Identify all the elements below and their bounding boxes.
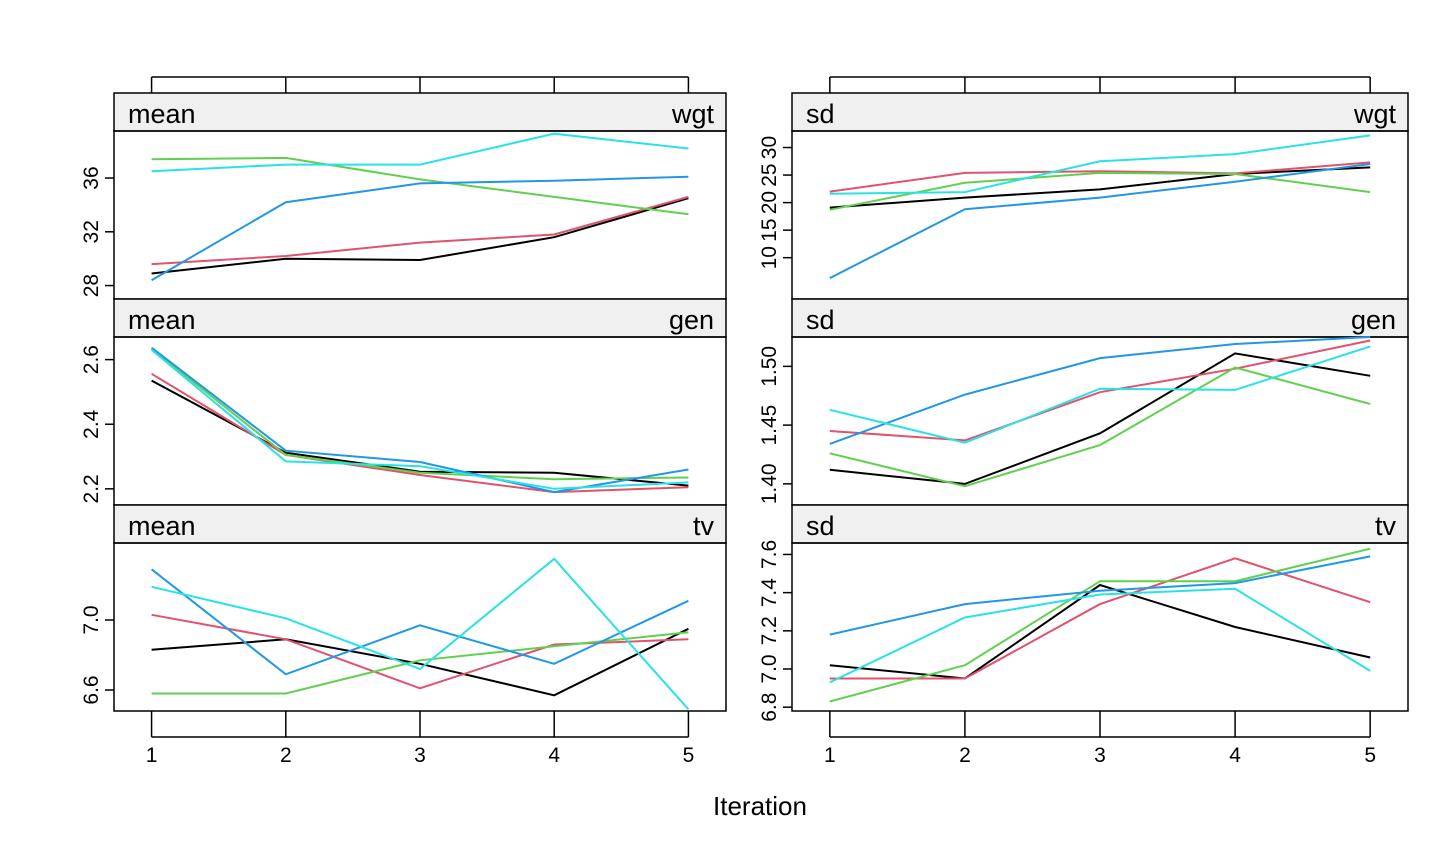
x-tick-label: 2 bbox=[959, 744, 971, 767]
y-tick-label: 1.40 bbox=[758, 463, 781, 504]
x-tick-label: 1 bbox=[824, 744, 836, 767]
y-tick-label: 2.2 bbox=[80, 474, 103, 503]
bottom-axes-group: 1 2 3 4 5 1 2 3 4 5 bbox=[146, 711, 1376, 767]
series-line-5 bbox=[151, 132, 689, 173]
strip-sd-wgt bbox=[791, 92, 1409, 132]
y-tick-label: 7.2 bbox=[758, 616, 781, 645]
series-line-5 bbox=[829, 134, 1371, 195]
series-line-4 bbox=[829, 163, 1371, 279]
panel-frame-sd-wgt bbox=[791, 130, 1409, 300]
panel-sd-tv: sd tv 6.8 7.0 7.2 7.4 7.6 bbox=[758, 504, 1409, 722]
strip-stat-label: sd bbox=[806, 99, 835, 129]
series-line-3 bbox=[150, 348, 689, 481]
y-tick-label: 1.50 bbox=[758, 346, 781, 387]
strip-variable-label: wgt bbox=[671, 99, 715, 129]
y-tick-label: 20 bbox=[758, 191, 781, 214]
y-tick-label: 1.45 bbox=[758, 405, 781, 446]
panel-mean-wgt: mean wgt 28 32 36 bbox=[80, 92, 727, 300]
series-line-2 bbox=[829, 161, 1371, 193]
panel-frame-sd-gen bbox=[791, 336, 1409, 506]
series-line-3 bbox=[829, 171, 1371, 211]
strip-stat-label: sd bbox=[806, 511, 835, 541]
series-line-4 bbox=[150, 346, 689, 494]
strip-sd-tv bbox=[791, 504, 1409, 544]
strip-mean-wgt bbox=[113, 92, 727, 132]
y-tick-label: 15 bbox=[758, 218, 781, 241]
series-line-5 bbox=[829, 345, 1371, 444]
y-tick-label: 6.8 bbox=[758, 693, 781, 722]
x-tick-label: 5 bbox=[683, 744, 695, 767]
x-tick-label: 2 bbox=[280, 744, 292, 767]
strip-variable-label: tv bbox=[1375, 511, 1397, 541]
strip-stat-label: mean bbox=[128, 305, 196, 335]
series-line-5 bbox=[151, 557, 690, 710]
x-axis-label: Iteration bbox=[713, 791, 807, 821]
series-line-1 bbox=[829, 352, 1371, 485]
series-line-4 bbox=[829, 555, 1371, 636]
panels-group: mean wgt 28 32 36 sd wgt 10 15 20 25 30 mean gen 2.2 2.… bbox=[80, 92, 1409, 722]
panel-sd-gen: sd gen 1.40 1.45 1.50 bbox=[758, 298, 1409, 506]
y-tick-label: 6.6 bbox=[80, 675, 103, 704]
strip-mean-tv bbox=[113, 504, 727, 544]
strip-variable-label: tv bbox=[693, 511, 715, 541]
y-tick-label: 25 bbox=[758, 163, 781, 186]
y-tick-label: 36 bbox=[80, 166, 103, 189]
series-line-3 bbox=[151, 631, 689, 695]
series-line-3 bbox=[829, 547, 1371, 703]
strip-variable-label: gen bbox=[1351, 305, 1396, 335]
series-line-2 bbox=[829, 557, 1371, 680]
series-line-3 bbox=[829, 366, 1371, 488]
series-line-5 bbox=[150, 349, 689, 490]
strip-stat-label: sd bbox=[806, 305, 835, 335]
x-tick-label: 4 bbox=[1229, 744, 1241, 767]
y-tick-label: 7.0 bbox=[758, 654, 781, 683]
series-line-4 bbox=[150, 568, 689, 676]
series-line-1 bbox=[151, 197, 689, 275]
strip-variable-label: wgt bbox=[1353, 99, 1397, 129]
series-line-1 bbox=[829, 166, 1371, 209]
y-tick-label: 2.6 bbox=[80, 345, 103, 374]
y-tick-label: 30 bbox=[758, 136, 781, 159]
series-line-2 bbox=[829, 339, 1371, 442]
series-line-1 bbox=[829, 583, 1371, 680]
strip-stat-label: mean bbox=[128, 99, 196, 129]
panel-frame-mean-wgt bbox=[113, 130, 727, 300]
y-tick-label: 7.0 bbox=[80, 605, 103, 634]
panel-mean-gen: mean gen 2.2 2.4 2.6 bbox=[80, 298, 727, 506]
strip-variable-label: gen bbox=[669, 305, 714, 335]
x-tick-label: 5 bbox=[1364, 744, 1376, 767]
series-line-4 bbox=[151, 175, 689, 282]
series-line-2 bbox=[151, 195, 689, 266]
series-line-1 bbox=[151, 627, 689, 697]
series-line-2 bbox=[151, 372, 689, 494]
x-tick-label: 1 bbox=[146, 744, 158, 767]
series-line-3 bbox=[151, 156, 689, 216]
y-tick-label: 10 bbox=[758, 246, 781, 269]
strip-stat-label: mean bbox=[128, 511, 196, 541]
strip-sd-gen bbox=[791, 298, 1409, 338]
series-line-4 bbox=[829, 336, 1371, 445]
y-tick-label: 28 bbox=[80, 274, 103, 297]
y-tick-label: 7.4 bbox=[758, 578, 781, 608]
top-axes-group bbox=[150, 76, 1371, 93]
y-tick-label: 2.4 bbox=[80, 409, 103, 439]
x-tick-label: 3 bbox=[1094, 744, 1106, 767]
x-tick-label: 3 bbox=[414, 744, 426, 767]
y-tick-label: 32 bbox=[80, 220, 103, 243]
series-line-5 bbox=[829, 587, 1371, 684]
strip-mean-gen bbox=[113, 298, 727, 338]
panel-mean-tv: mean tv 6.6 7.0 bbox=[80, 504, 727, 712]
series-line-1 bbox=[151, 379, 689, 487]
y-tick-label: 7.6 bbox=[758, 540, 781, 569]
x-tick-label: 4 bbox=[548, 744, 560, 767]
panel-sd-wgt: sd wgt 10 15 20 25 30 bbox=[758, 92, 1409, 300]
